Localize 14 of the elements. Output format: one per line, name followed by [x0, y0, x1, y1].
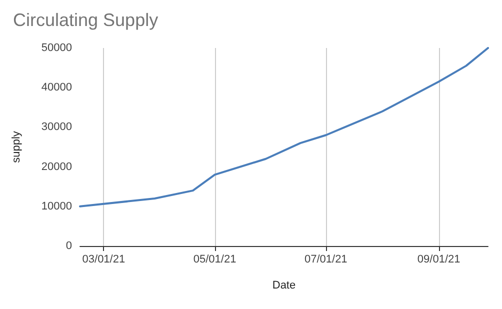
x-tick-label: 09/01/21: [417, 254, 460, 266]
y-tick-label: 40000: [41, 82, 72, 94]
y-tick-label: 0: [66, 240, 72, 252]
x-axis-title: Date: [272, 280, 296, 292]
y-tick-label: 30000: [41, 121, 72, 134]
x-tick-label: 07/01/21: [304, 254, 348, 266]
y-tick-label: 20000: [41, 160, 72, 173]
chart-title: Circulating Supply: [13, 10, 158, 30]
y-tick-label: 50000: [41, 42, 72, 54]
y-axis-title: supply: [10, 130, 22, 163]
x-tick-label: 03/01/21: [82, 254, 126, 266]
x-tick-label: 05/01/21: [193, 254, 236, 266]
y-tick-label: 10000: [41, 200, 72, 212]
line-series: [79, 47, 489, 208]
